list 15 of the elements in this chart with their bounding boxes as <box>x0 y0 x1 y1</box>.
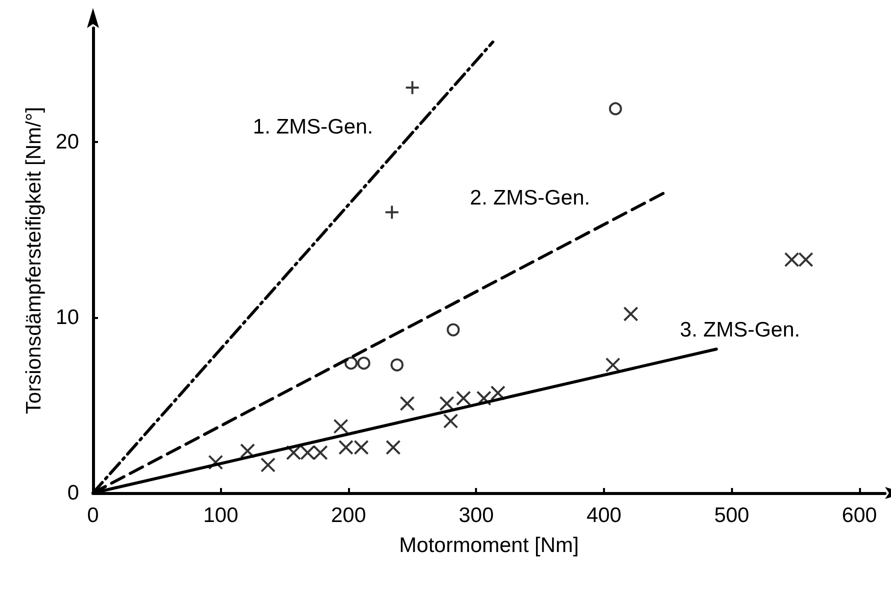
x-tick-label: 100 <box>203 504 238 527</box>
x-axis-title: Motormoment [Nm] <box>399 534 579 557</box>
y-tick-label: 0 <box>67 482 79 504</box>
annotation: 3. ZMS-Gen. <box>680 318 800 342</box>
x-tick-label: 400 <box>586 504 622 527</box>
y-tick-label: 10 <box>56 306 79 330</box>
y-tick-label: 20 <box>56 130 79 154</box>
annotation: 1. ZMS-Gen. <box>252 116 374 138</box>
x-tick-label: 600 <box>842 504 877 527</box>
x-tick-label: 500 <box>714 504 750 527</box>
x-tick-label: 0 <box>87 504 99 527</box>
x-tick-label: 300 <box>458 504 494 527</box>
annotation: 2. ZMS-Gen. <box>470 186 590 210</box>
x-tick-label: 200 <box>330 504 366 527</box>
y-axis-title: Torsionsdämpfersteifigkeit [Nm/°] <box>22 106 46 414</box>
